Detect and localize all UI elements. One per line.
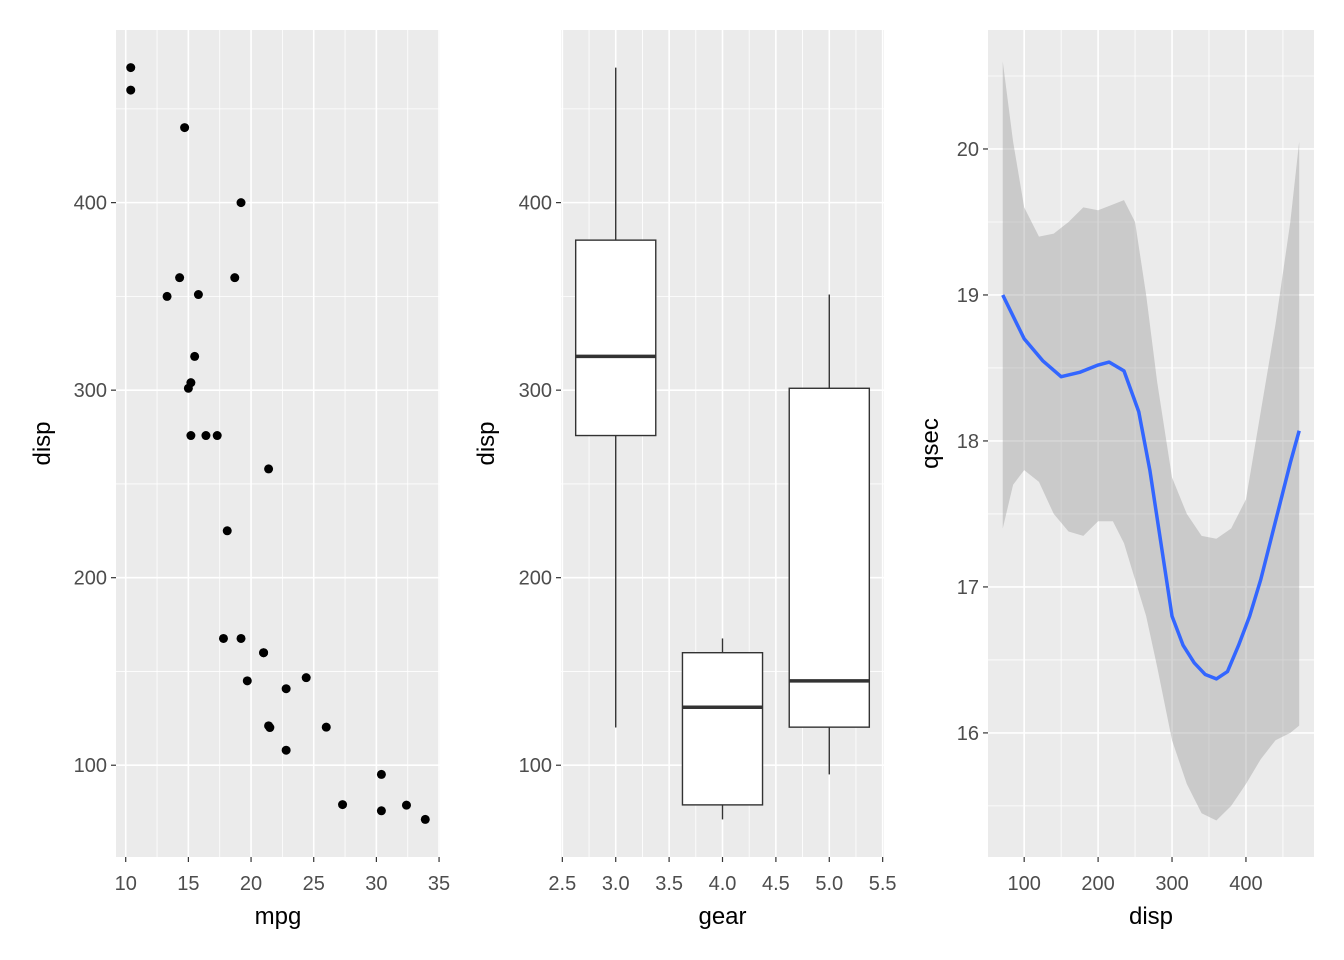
smooth-line (1001, 294, 1301, 681)
x-tick-label: 4.0 (709, 873, 737, 895)
panel-2: 2.5 3.0 3.5 4.0 4.5 5.0 5.5 100 200 300 400 gear dis… (473, 30, 897, 930)
boxplot-gear-3 (574, 67, 657, 728)
x-tick-label: 3.5 (655, 873, 683, 895)
data-point (236, 633, 246, 643)
data-point (218, 633, 228, 643)
confidence-band (1002, 61, 1300, 821)
data-point (186, 431, 196, 441)
x-tick-label: 3.0 (602, 873, 630, 895)
x-tick-label: 10 (115, 873, 137, 895)
y-axis-title: disp (473, 421, 500, 465)
x-tick-label: 5.0 (815, 873, 843, 895)
x-tick-label: 4.5 (762, 873, 790, 895)
data-point (126, 63, 136, 73)
panel-1: 10 15 20 25 30 35 100 200 300 400 mpg disp (29, 30, 450, 930)
data-point (190, 351, 200, 361)
data-point (236, 198, 246, 208)
x-axis-title: mpg (255, 903, 302, 930)
y-tick-label: 100 (74, 755, 107, 777)
x-tick-label: 35 (428, 873, 450, 895)
x-tick-label: 5.5 (869, 873, 897, 895)
data-point (242, 676, 252, 686)
data-point (376, 806, 386, 816)
x-tick-label: 15 (177, 873, 199, 895)
x-tick-label: 100 (1007, 873, 1040, 895)
panel-3: 100 200 300 400 16 17 18 19 20 disp qsec (917, 30, 1314, 930)
data-point (264, 464, 274, 474)
data-point (222, 526, 232, 536)
boxplot-gear-5 (788, 294, 871, 775)
data-point (183, 383, 193, 393)
data-point (180, 123, 190, 133)
y-axis-title: qsec (917, 418, 944, 469)
x-axis-title: disp (1129, 903, 1173, 930)
y-tick-label: 300 (519, 380, 552, 402)
data-point (281, 745, 291, 755)
data-point (162, 291, 172, 301)
data-point (321, 722, 331, 732)
y-tick-label: 19 (957, 285, 979, 307)
data-point (264, 721, 274, 731)
panel-background (988, 30, 1314, 857)
box (574, 239, 657, 437)
box (681, 652, 764, 806)
y-tick-label: 20 (957, 139, 979, 161)
y-axis-title: disp (29, 421, 56, 465)
data-point (230, 273, 240, 283)
data-point (338, 800, 348, 810)
boxplot-gear-4 (681, 638, 764, 820)
x-tick-label: 25 (303, 873, 325, 895)
y-tick-label: 400 (519, 193, 552, 215)
x-tick-label: 300 (1155, 873, 1188, 895)
x-tick-label: 30 (365, 873, 387, 895)
y-tick-label: 17 (957, 577, 979, 599)
data-point (126, 85, 136, 95)
y-tick-label: 16 (957, 723, 979, 745)
y-tick-label: 100 (519, 755, 552, 777)
data-point (301, 673, 311, 683)
x-tick-label: 20 (240, 873, 262, 895)
box (788, 387, 871, 728)
data-point (201, 431, 211, 441)
x-tick-label: 200 (1081, 873, 1114, 895)
y-tick-label: 200 (74, 568, 107, 590)
data-point (212, 431, 222, 441)
y-tick-label: 18 (957, 431, 979, 453)
data-point (401, 800, 411, 810)
x-axis-title: gear (698, 903, 746, 930)
data-point (281, 684, 291, 694)
data-point (259, 648, 269, 658)
data-point (175, 273, 185, 283)
x-tick-label: 400 (1229, 873, 1262, 895)
x-tick-label: 2.5 (548, 873, 576, 895)
data-point (420, 814, 430, 824)
y-tick-label: 400 (74, 193, 107, 215)
panel-background (116, 30, 440, 857)
y-tick-label: 300 (74, 380, 107, 402)
y-tick-label: 200 (519, 568, 552, 590)
data-point (376, 769, 386, 779)
data-point (193, 290, 203, 300)
